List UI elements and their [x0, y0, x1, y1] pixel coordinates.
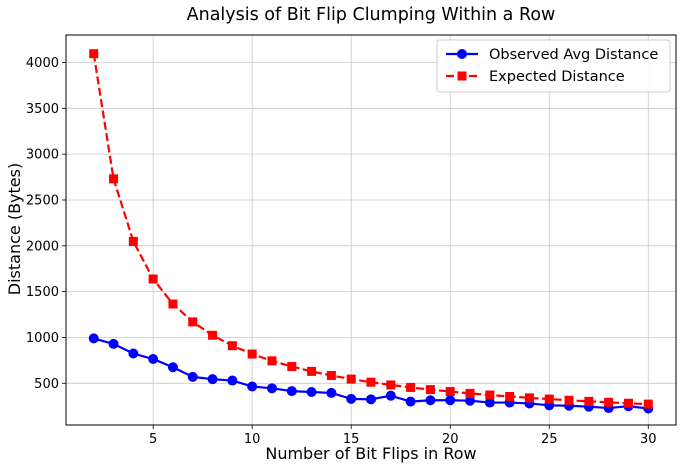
data-point — [485, 390, 495, 400]
legend-label: Observed Avg Distance — [489, 47, 658, 63]
data-point — [128, 236, 138, 246]
x-axis-title: Number of Bit Flips in Row — [265, 444, 476, 463]
x-tick-label: 10 — [244, 432, 261, 447]
data-point — [643, 399, 653, 409]
series-layer — [88, 49, 654, 414]
data-point — [465, 388, 475, 398]
plot-frame — [65, 34, 677, 426]
data-point — [148, 274, 158, 284]
data-point — [505, 391, 515, 401]
data-point — [445, 387, 455, 397]
data-point — [207, 374, 218, 385]
data-point — [326, 371, 336, 381]
data-point — [187, 371, 198, 382]
legend-label: Expected Distance — [489, 69, 625, 85]
legend-box — [436, 39, 671, 93]
y-tick-label: 4000 — [26, 56, 59, 71]
data-point — [227, 341, 237, 351]
data-point — [89, 49, 99, 59]
y-tick-label: 1000 — [26, 331, 59, 346]
x-tick-label: 20 — [442, 432, 459, 447]
data-point — [346, 393, 357, 404]
data-point — [109, 174, 119, 184]
data-point — [386, 380, 396, 390]
legend-marker — [457, 49, 467, 59]
data-point — [88, 333, 99, 344]
y-tick-label: 500 — [34, 377, 59, 392]
y-tick-label: 3000 — [26, 148, 59, 163]
y-axis-title: Distance (Bytes) — [5, 163, 24, 295]
x-tick-label: 30 — [640, 432, 657, 447]
data-point — [465, 395, 476, 406]
data-point — [286, 386, 297, 397]
y-tick-label: 2500 — [26, 193, 59, 208]
data-point — [108, 338, 119, 349]
legend-item: Observed Avg Distance — [446, 47, 658, 63]
legend-item: Expected Distance — [446, 69, 625, 85]
data-point — [247, 381, 258, 392]
data-point — [307, 366, 317, 376]
data-point — [208, 330, 218, 340]
data-point — [128, 348, 139, 359]
data-point — [227, 375, 238, 386]
data-point — [604, 397, 614, 407]
data-point — [168, 299, 178, 309]
x-tick-label: 15 — [343, 432, 360, 447]
y-tick-label: 1500 — [26, 285, 59, 300]
data-point — [247, 349, 257, 359]
data-point — [306, 387, 317, 398]
data-point — [326, 387, 337, 398]
legend-marker — [457, 71, 467, 81]
y-tick-label: 2000 — [26, 239, 59, 254]
x-tick-label: 25 — [541, 432, 558, 447]
data-point — [623, 398, 633, 408]
data-point — [445, 395, 456, 406]
data-point — [167, 362, 178, 373]
data-point — [564, 395, 574, 405]
data-point — [405, 396, 416, 407]
data-point — [287, 362, 297, 372]
series-2 — [89, 49, 653, 409]
y-tick-label: 3500 — [26, 102, 59, 117]
grid — [66, 35, 676, 425]
data-point — [188, 317, 198, 327]
data-point — [266, 383, 277, 394]
data-point — [148, 354, 159, 365]
data-point — [484, 397, 495, 408]
x-tick-label: 5 — [149, 432, 157, 447]
data-point — [544, 394, 554, 404]
axis-ticks: 5 10 15 20 25 30 500 1000 1500 2000 2500 3000 3500 40… — [26, 56, 657, 447]
data-point — [584, 396, 594, 406]
data-point — [366, 394, 376, 405]
data-point — [425, 385, 435, 395]
data-point — [346, 374, 356, 384]
data-point — [425, 395, 436, 406]
data-point — [267, 356, 277, 366]
data-point — [385, 390, 396, 401]
data-point — [406, 382, 416, 392]
legend: Observed Avg Distance Expected Distance — [436, 39, 671, 93]
data-point — [524, 393, 534, 403]
chart-title: Analysis of Bit Flip Clumping Within a R… — [187, 5, 556, 25]
data-point — [366, 377, 376, 387]
